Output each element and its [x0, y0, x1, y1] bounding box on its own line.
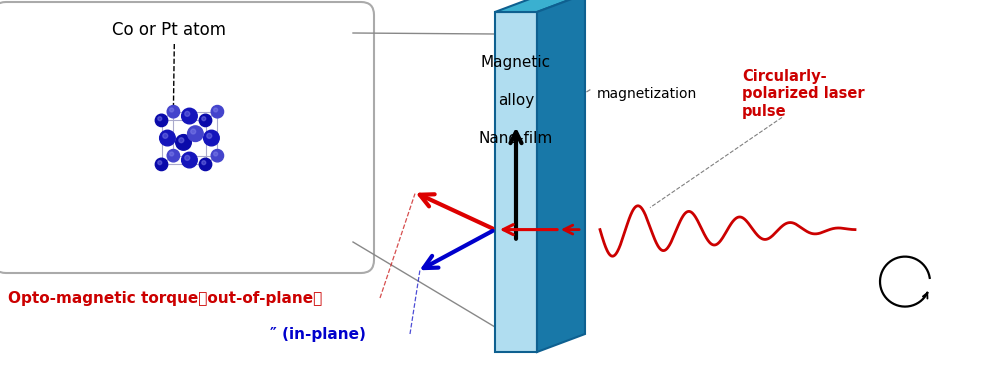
Circle shape [167, 105, 180, 118]
Circle shape [185, 111, 190, 116]
Text: Circularly-
polarized laser
pulse: Circularly- polarized laser pulse [742, 69, 865, 118]
Circle shape [211, 105, 224, 118]
Circle shape [214, 108, 218, 112]
Circle shape [163, 133, 168, 138]
Circle shape [188, 126, 203, 141]
Text: ″ (in-plane): ″ (in-plane) [270, 326, 366, 342]
Circle shape [160, 130, 175, 146]
Text: Opto-magnetic torque（out-of-plane）: Opto-magnetic torque（out-of-plane） [8, 290, 322, 306]
Text: Nano-film: Nano-film [479, 131, 553, 145]
Circle shape [155, 114, 168, 127]
Circle shape [158, 117, 162, 121]
Circle shape [207, 133, 212, 138]
Circle shape [211, 149, 224, 162]
FancyBboxPatch shape [0, 2, 374, 273]
Circle shape [185, 155, 190, 160]
Circle shape [158, 161, 162, 165]
Circle shape [214, 152, 218, 156]
Polygon shape [537, 0, 585, 352]
Text: Co or Pt atom: Co or Pt atom [112, 21, 226, 39]
Circle shape [170, 108, 174, 112]
Polygon shape [495, 0, 585, 12]
Circle shape [182, 152, 197, 168]
Circle shape [170, 152, 174, 156]
Circle shape [204, 130, 219, 146]
Circle shape [199, 114, 212, 127]
Circle shape [182, 108, 197, 124]
Circle shape [155, 158, 168, 171]
Circle shape [202, 161, 206, 165]
Circle shape [167, 149, 180, 162]
Circle shape [202, 117, 206, 121]
Circle shape [191, 129, 196, 134]
Circle shape [179, 138, 184, 143]
Polygon shape [495, 12, 537, 352]
Text: alloy: alloy [498, 92, 534, 108]
Text: Magnetic: Magnetic [481, 54, 551, 70]
Circle shape [199, 158, 212, 171]
Circle shape [176, 135, 191, 150]
Text: magnetization: magnetization [597, 87, 697, 101]
